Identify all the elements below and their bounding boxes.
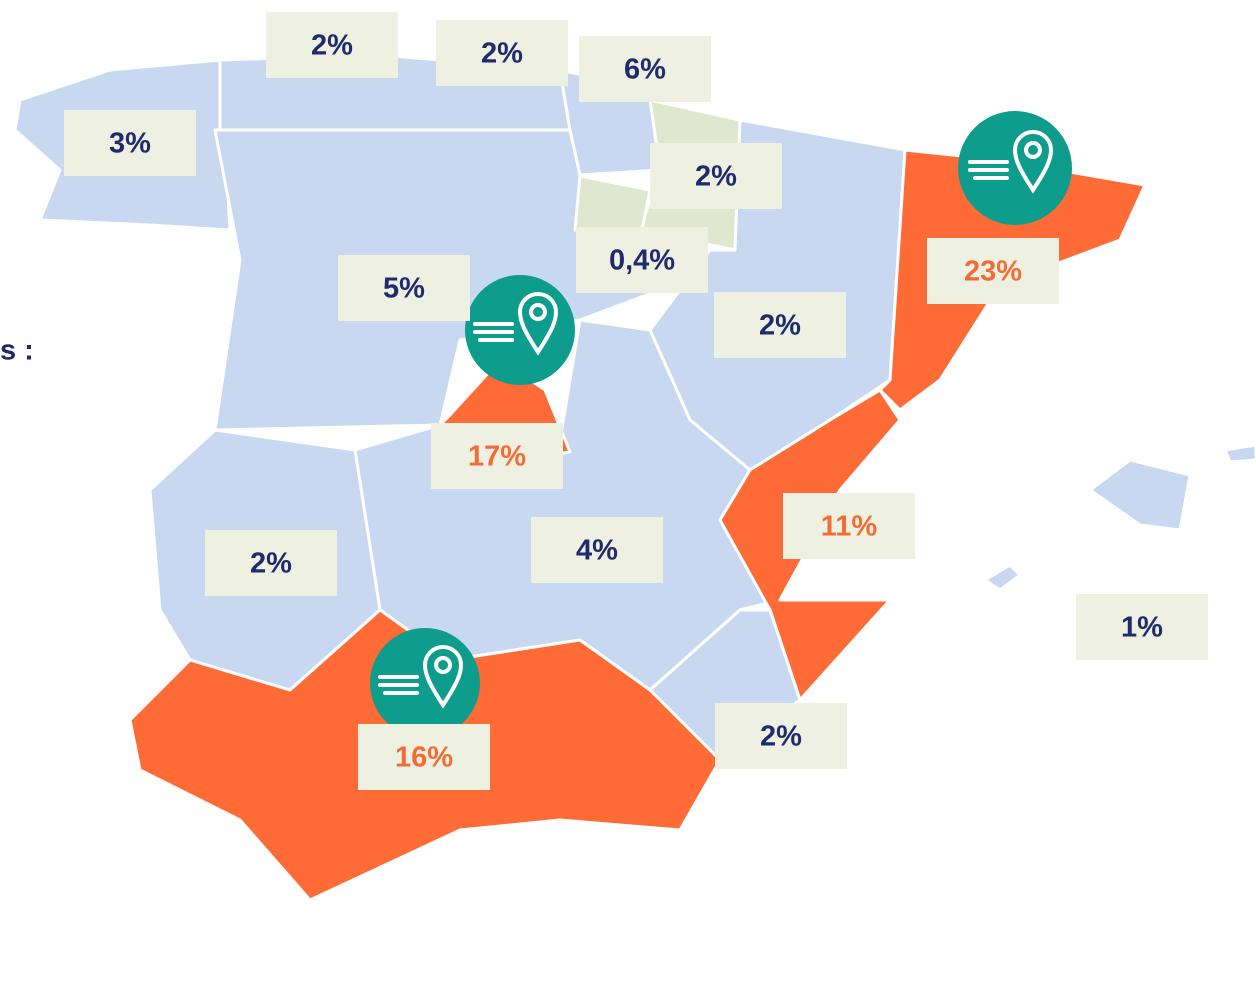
region-label: 2% — [311, 30, 353, 62]
label-box — [358, 724, 490, 790]
menorca — [1223, 443, 1256, 464]
label-box — [64, 110, 196, 176]
region-label: 2% — [759, 310, 801, 342]
label-box — [783, 493, 915, 559]
region-label: 11% — [821, 511, 878, 543]
pin — [465, 275, 575, 385]
partial-text: s : — [0, 335, 34, 367]
ibiza — [983, 563, 1022, 592]
pin — [370, 628, 480, 738]
mallorca — [1088, 458, 1192, 532]
region-label: 4% — [576, 535, 618, 567]
label-box — [531, 517, 663, 583]
region-label: 16% — [395, 742, 453, 774]
label-box — [579, 36, 711, 102]
label-box — [1076, 594, 1208, 660]
region-label: 2% — [250, 548, 292, 580]
region-label: 2% — [481, 38, 523, 70]
label-box — [338, 255, 470, 321]
labels: 3% 2% 2% 6% 2% 0,4% 5% 2% 23% 17% 11% 2% 4% 2% 16% 1% — [64, 12, 1208, 790]
label-box — [714, 292, 846, 358]
label-box — [576, 227, 708, 293]
region-label: 3% — [109, 128, 151, 160]
region-label: 0,4% — [609, 245, 675, 277]
region-label: 17% — [468, 441, 526, 473]
label-box — [715, 703, 847, 769]
region-label: 23% — [964, 256, 1022, 288]
region-label: 1% — [1121, 612, 1163, 644]
region-label: 5% — [383, 273, 425, 305]
region-label: 2% — [695, 161, 737, 193]
region-label: 6% — [624, 54, 666, 86]
pins — [370, 111, 1072, 738]
label-box — [431, 423, 563, 489]
pin — [958, 111, 1072, 225]
label-box — [927, 238, 1059, 304]
label-box — [205, 530, 337, 596]
label-box — [436, 20, 568, 86]
region-label: 2% — [760, 721, 802, 753]
label-box — [266, 12, 398, 78]
label-box — [650, 143, 782, 209]
